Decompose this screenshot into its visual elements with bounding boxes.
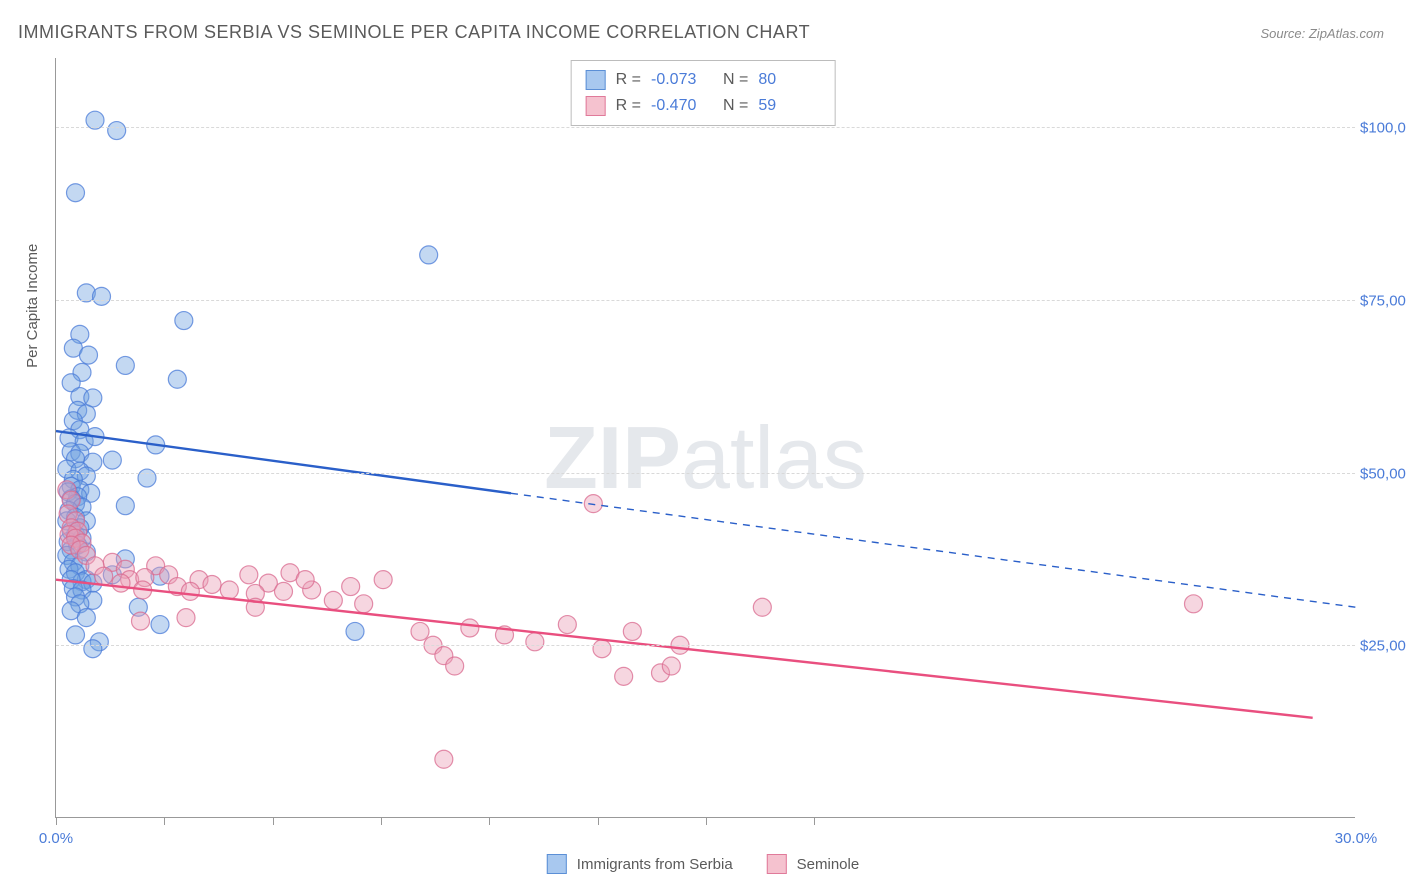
data-point-seminole (177, 609, 195, 627)
data-point-seminole (623, 622, 641, 640)
legend-n-value: 80 (758, 71, 820, 89)
legend-swatch (767, 854, 787, 874)
data-point-serbia (93, 287, 111, 305)
data-point-seminole (220, 581, 238, 599)
legend-correlation: R = -0.073 N = 80 R = -0.470 N = 59 (571, 60, 836, 126)
legend-series-label: Immigrants from Serbia (577, 856, 733, 873)
data-point-seminole (461, 619, 479, 637)
data-point-seminole (181, 582, 199, 600)
data-point-seminole (584, 495, 602, 513)
data-point-seminole (374, 571, 392, 589)
legend-corr-row: R = -0.470 N = 59 (586, 93, 821, 119)
legend-series: Immigrants from Serbia Seminole (547, 854, 859, 874)
legend-swatch (547, 854, 567, 874)
x-tick (164, 817, 165, 825)
plot-svg (56, 58, 1355, 817)
data-point-seminole (240, 566, 258, 584)
data-point-serbia (77, 609, 95, 627)
legend-swatch (586, 96, 606, 116)
data-point-seminole (435, 750, 453, 768)
data-point-seminole (132, 612, 150, 630)
legend-series-item: Immigrants from Serbia (547, 854, 733, 874)
data-point-serbia (116, 356, 134, 374)
data-point-serbia (67, 184, 85, 202)
legend-n-label: N = (723, 71, 748, 89)
data-point-seminole (112, 574, 130, 592)
legend-n-label: N = (723, 97, 748, 115)
y-tick-label: $25,000 (1360, 638, 1406, 655)
data-point-serbia (67, 626, 85, 644)
data-point-serbia (151, 616, 169, 634)
x-tick (489, 817, 490, 825)
data-point-seminole (296, 571, 314, 589)
data-point-serbia (108, 122, 126, 140)
gridline-h: $25,000 (56, 645, 1355, 646)
data-point-seminole (324, 591, 342, 609)
source-attribution: Source: ZipAtlas.com (1260, 26, 1384, 41)
legend-corr-row: R = -0.073 N = 80 (586, 67, 821, 93)
legend-r-label: R = (616, 97, 641, 115)
gridline-h: $75,000 (56, 300, 1355, 301)
trendline-seminole (56, 580, 1313, 718)
legend-series-label: Seminole (797, 856, 860, 873)
x-tick (381, 817, 382, 825)
data-point-seminole (355, 595, 373, 613)
data-point-serbia (84, 640, 102, 658)
data-point-seminole (615, 667, 633, 685)
chart-area: ZIPatlas $25,000$50,000$75,000$100,0000.… (55, 58, 1355, 818)
gridline-h: $100,000 (56, 127, 1355, 128)
legend-n-value: 59 (758, 97, 820, 115)
x-tick (56, 817, 57, 825)
data-point-seminole (342, 578, 360, 596)
data-point-serbia (346, 622, 364, 640)
data-point-serbia (116, 497, 134, 515)
data-point-serbia (168, 370, 186, 388)
data-point-serbia (175, 312, 193, 330)
chart-title: IMMIGRANTS FROM SERBIA VS SEMINOLE PER C… (18, 22, 810, 43)
data-point-seminole (95, 567, 113, 585)
data-point-seminole (662, 657, 680, 675)
x-tick (598, 817, 599, 825)
y-axis-label: Per Capita Income (24, 244, 41, 368)
legend-r-label: R = (616, 71, 641, 89)
data-point-seminole (526, 633, 544, 651)
trendline-serbia (56, 431, 511, 493)
data-point-serbia (103, 451, 121, 469)
data-point-seminole (203, 575, 221, 593)
data-point-seminole (411, 622, 429, 640)
y-tick-label: $100,000 (1360, 120, 1406, 137)
x-tick (706, 817, 707, 825)
data-point-seminole (753, 598, 771, 616)
legend-swatch (586, 70, 606, 90)
trendline-extrapolated-serbia (511, 493, 1356, 607)
data-point-seminole (593, 640, 611, 658)
x-tick (814, 817, 815, 825)
data-point-seminole (446, 657, 464, 675)
data-point-seminole (1185, 595, 1203, 613)
data-point-serbia (80, 346, 98, 364)
x-tick (273, 817, 274, 825)
legend-series-item: Seminole (767, 854, 860, 874)
x-tick-label: 0.0% (39, 830, 73, 847)
data-point-seminole (558, 616, 576, 634)
gridline-h: $50,000 (56, 473, 1355, 474)
legend-r-value: -0.470 (651, 97, 713, 115)
y-tick-label: $50,000 (1360, 465, 1406, 482)
x-tick-label: 30.0% (1335, 830, 1378, 847)
data-point-seminole (275, 582, 293, 600)
legend-r-value: -0.073 (651, 71, 713, 89)
y-tick-label: $75,000 (1360, 292, 1406, 309)
data-point-serbia (420, 246, 438, 264)
